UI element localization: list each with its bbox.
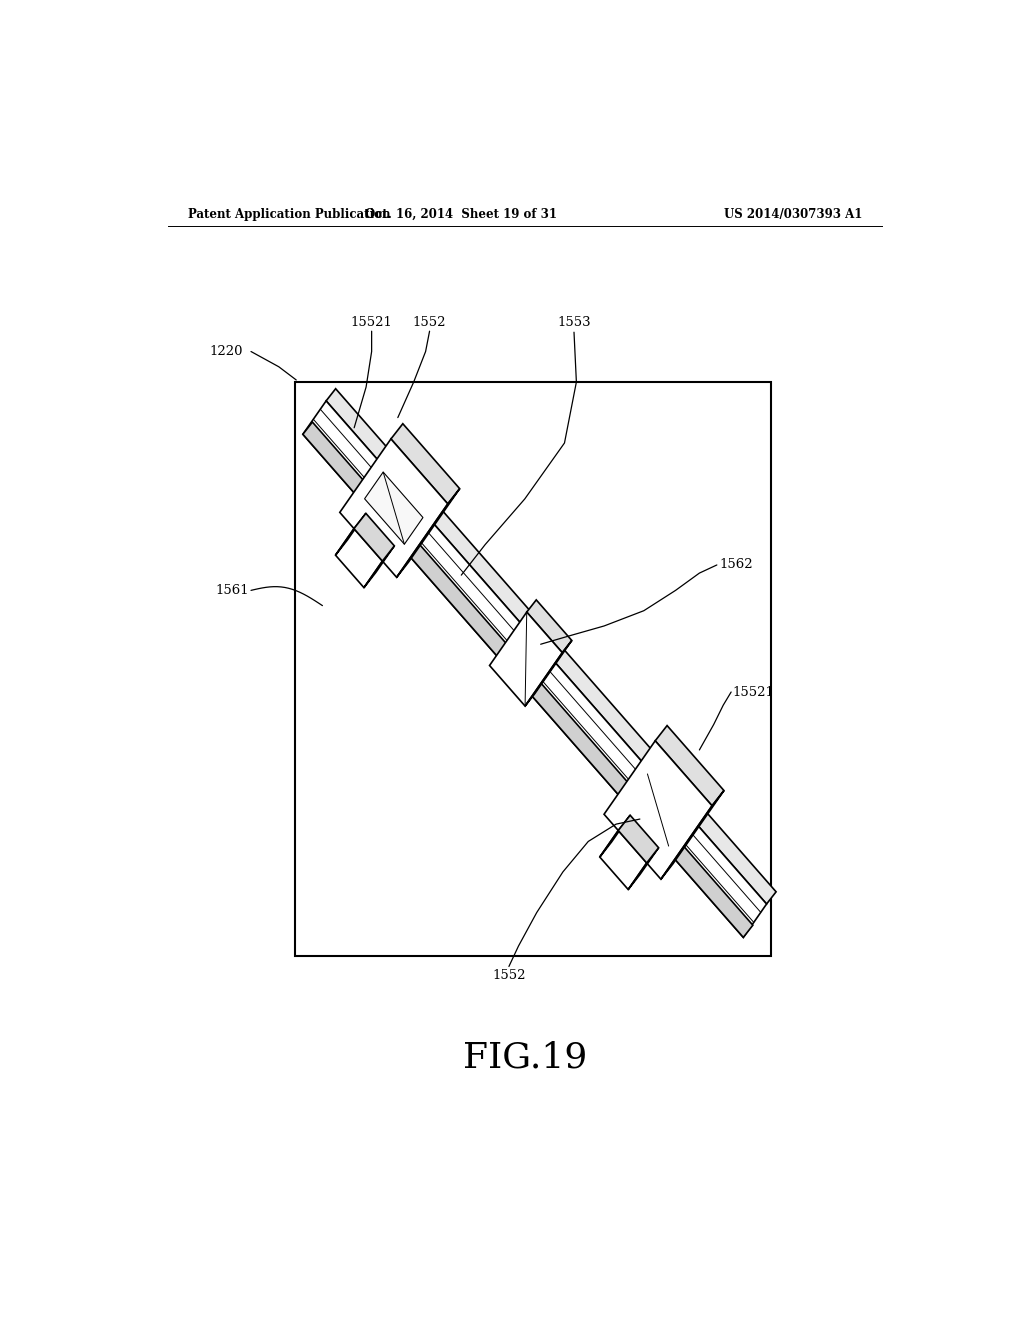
Polygon shape <box>489 612 562 706</box>
Polygon shape <box>326 388 776 904</box>
Polygon shape <box>364 546 394 587</box>
Polygon shape <box>354 513 394 561</box>
Bar <box>295 381 771 956</box>
Polygon shape <box>336 528 382 587</box>
Polygon shape <box>336 513 366 556</box>
Text: Patent Application Publication: Patent Application Publication <box>187 207 390 220</box>
Polygon shape <box>600 830 647 890</box>
Polygon shape <box>391 424 460 504</box>
Polygon shape <box>660 791 724 879</box>
Polygon shape <box>303 401 767 937</box>
Polygon shape <box>600 816 630 857</box>
Polygon shape <box>604 741 712 879</box>
Text: 1562: 1562 <box>719 558 753 572</box>
Polygon shape <box>628 847 658 890</box>
Text: 1552: 1552 <box>493 969 525 982</box>
Text: Oct. 16, 2014  Sheet 19 of 31: Oct. 16, 2014 Sheet 19 of 31 <box>366 207 557 220</box>
Polygon shape <box>655 726 724 805</box>
Polygon shape <box>525 640 571 706</box>
Polygon shape <box>396 488 460 577</box>
Polygon shape <box>618 816 658 863</box>
Text: 15521: 15521 <box>350 317 392 329</box>
Text: FIG.19: FIG.19 <box>463 1041 587 1074</box>
Polygon shape <box>526 599 571 652</box>
Text: 15521: 15521 <box>733 685 774 698</box>
Polygon shape <box>340 440 447 577</box>
Text: 1552: 1552 <box>413 317 446 329</box>
Polygon shape <box>365 473 423 544</box>
Text: 1561: 1561 <box>216 583 250 597</box>
Text: 1553: 1553 <box>557 317 591 329</box>
Text: US 2014/0307393 A1: US 2014/0307393 A1 <box>724 207 862 220</box>
Text: 1220: 1220 <box>210 345 243 358</box>
Polygon shape <box>303 422 753 937</box>
